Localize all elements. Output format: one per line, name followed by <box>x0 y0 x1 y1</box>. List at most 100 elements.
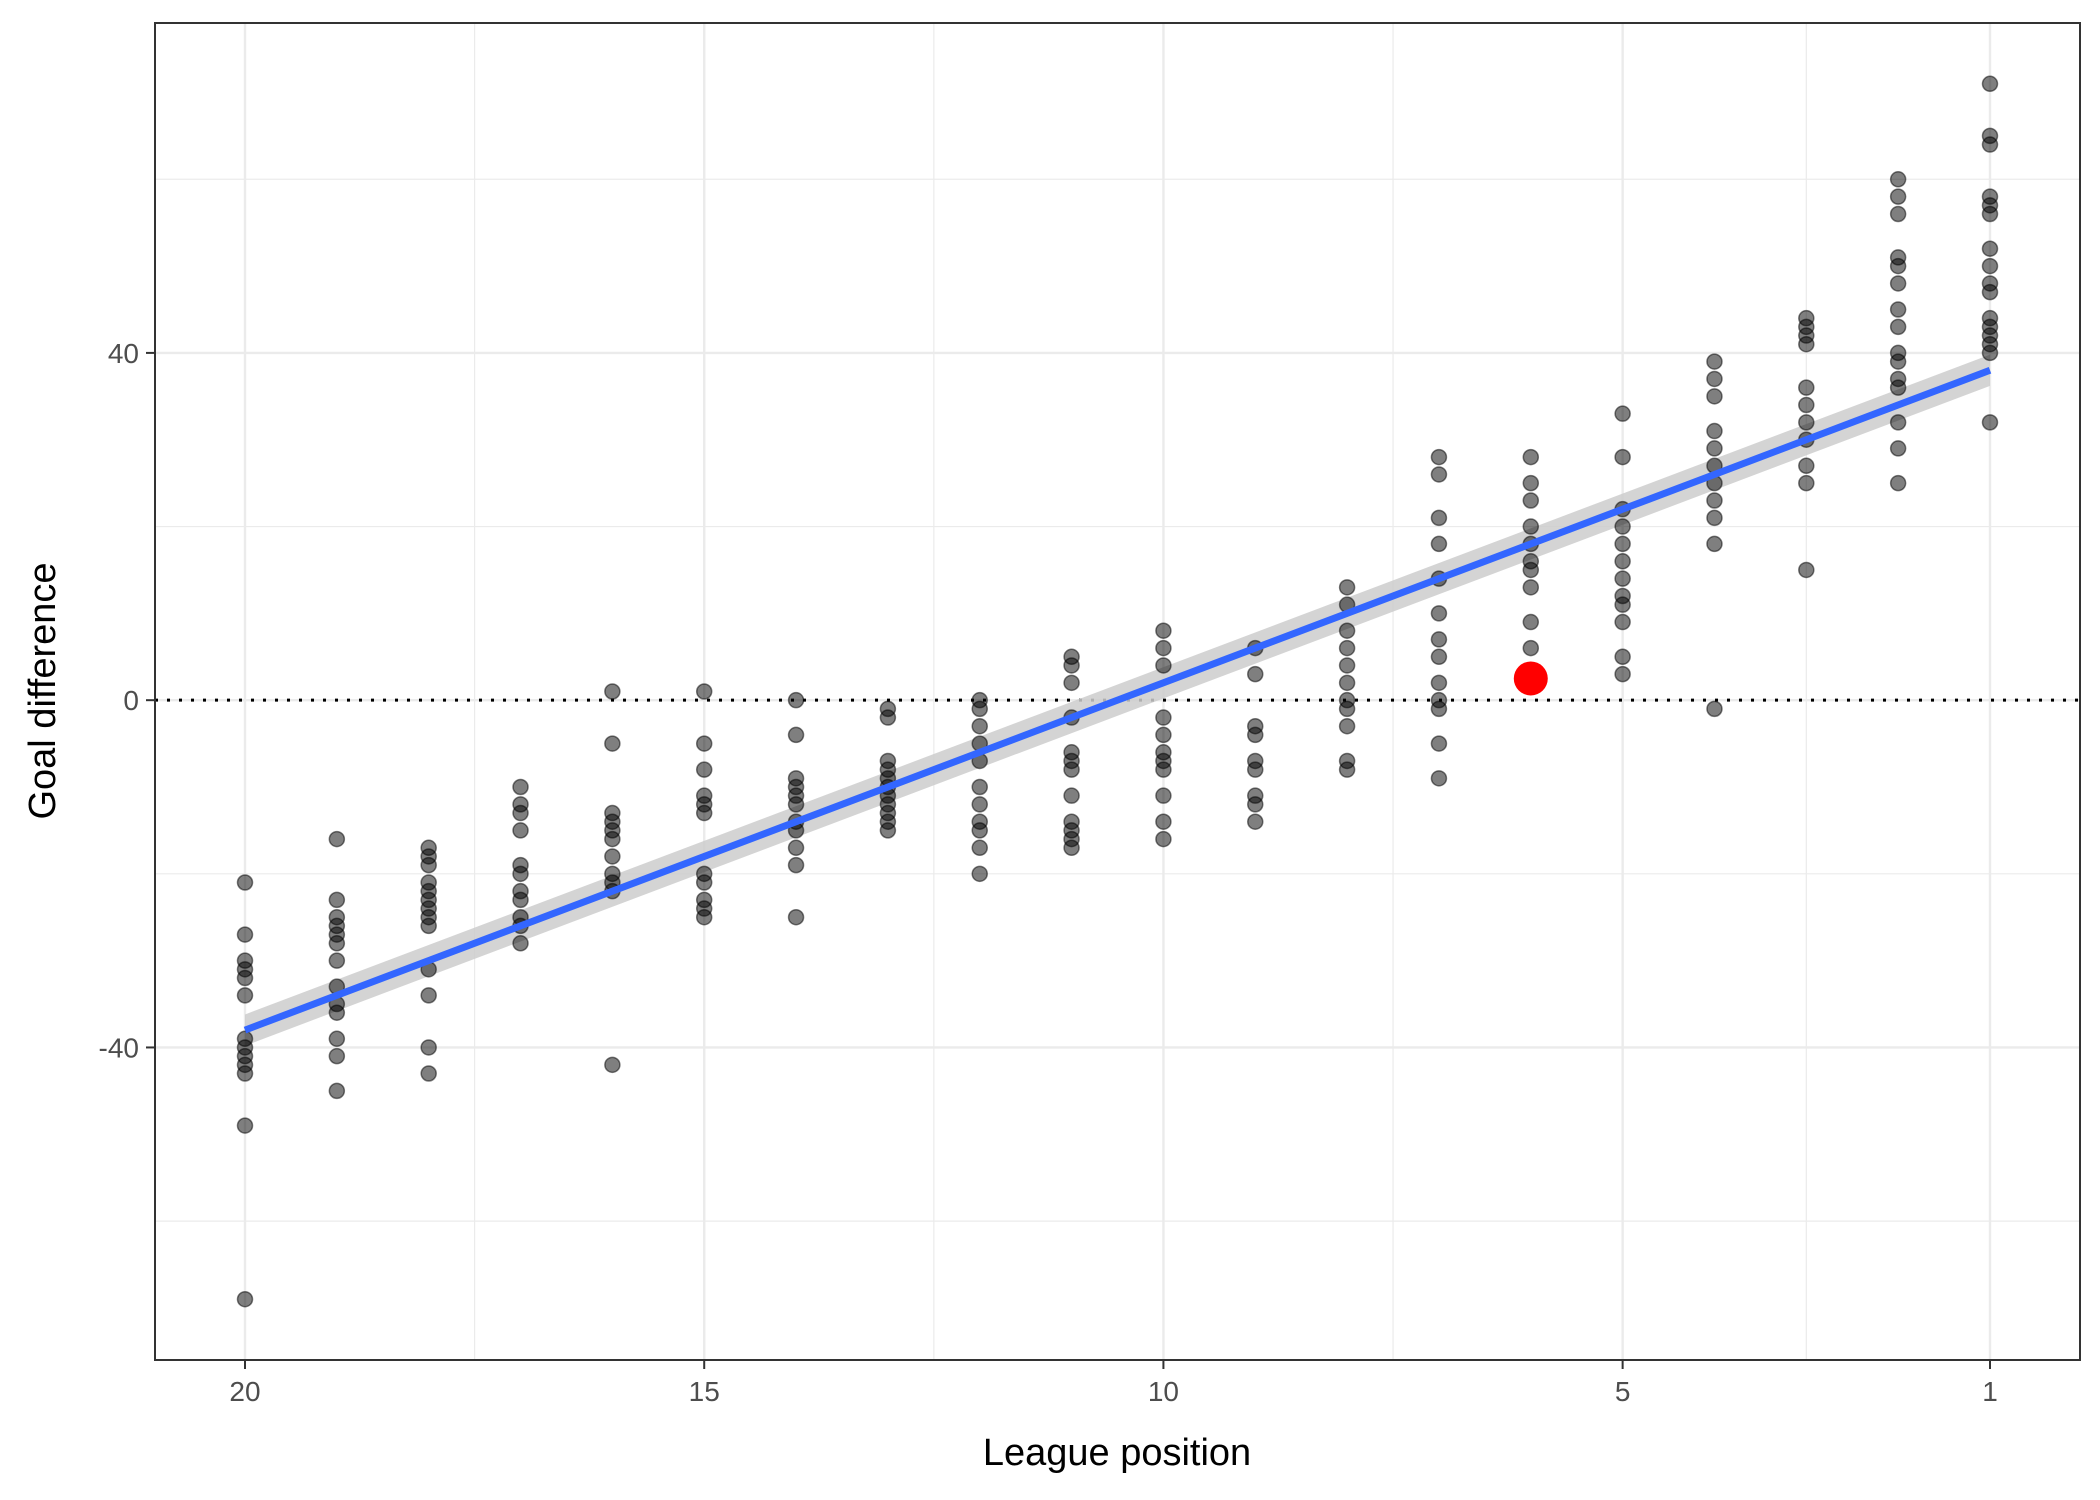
data-point <box>1981 136 1999 153</box>
data-point <box>328 830 346 848</box>
data-point <box>1522 492 1540 509</box>
data-point <box>1889 414 1907 431</box>
data-point <box>1798 414 1815 431</box>
data-point <box>1338 761 1356 778</box>
data-point <box>1522 448 1540 466</box>
data-point <box>1063 674 1080 692</box>
data-point <box>1889 353 1907 370</box>
data-point <box>1338 657 1356 674</box>
x-tick-label: 5 <box>1615 1376 1631 1407</box>
data-points <box>236 75 1999 1308</box>
data-point <box>328 1082 346 1100</box>
data-point <box>1155 709 1172 726</box>
data-point <box>1522 474 1540 492</box>
data-point <box>1155 830 1172 848</box>
data-point <box>1798 379 1815 396</box>
data-point <box>328 1047 346 1065</box>
data-point <box>1430 735 1448 752</box>
data-point <box>1063 839 1080 857</box>
data-point <box>1063 761 1080 778</box>
data-point <box>1430 674 1448 692</box>
grid-minor <box>155 23 2080 1360</box>
data-point <box>1614 570 1631 587</box>
data-point <box>1889 188 1907 205</box>
y-axis-title: Goal difference <box>22 562 64 819</box>
data-point <box>1798 396 1815 414</box>
data-point <box>1155 639 1172 657</box>
data-point <box>1981 257 1999 275</box>
data-point <box>1614 596 1631 613</box>
data-point <box>604 1056 621 1074</box>
y-tick-label: -40 <box>99 1032 139 1063</box>
data-point <box>1247 813 1264 830</box>
highlighted-point <box>1513 661 1548 696</box>
x-axis-title: League position <box>983 1432 1251 1474</box>
data-point <box>787 908 805 926</box>
x-tick-label: 15 <box>689 1376 720 1407</box>
data-point <box>1155 657 1172 674</box>
x-axis-ticks: 20 15 10 5 1 <box>229 1360 1998 1407</box>
data-point <box>328 891 346 909</box>
x-tick-label: 1 <box>1982 1376 1998 1407</box>
data-point <box>1981 205 1999 223</box>
data-point <box>971 700 988 718</box>
data-point <box>604 830 621 848</box>
data-point <box>1614 553 1631 570</box>
data-point <box>1155 787 1172 804</box>
data-point <box>1338 622 1356 639</box>
y-tick-label: 0 <box>123 685 139 716</box>
data-point <box>1798 457 1815 475</box>
data-point <box>1798 335 1815 353</box>
data-point <box>695 735 713 752</box>
data-point <box>1889 379 1907 396</box>
data-point <box>236 1117 254 1134</box>
data-point <box>1430 648 1448 666</box>
data-point <box>236 874 254 891</box>
data-point <box>695 804 713 822</box>
data-point <box>1430 448 1448 466</box>
data-point <box>1981 75 1999 93</box>
data-point <box>971 839 988 857</box>
data-point <box>879 709 897 726</box>
data-point <box>1522 579 1540 596</box>
data-point <box>787 691 805 709</box>
data-point <box>1614 613 1631 631</box>
data-point <box>1706 440 1723 457</box>
data-point <box>236 1290 254 1308</box>
data-point <box>420 856 437 874</box>
data-point <box>1798 561 1815 579</box>
data-point <box>1706 509 1723 527</box>
data-point <box>1981 344 1999 362</box>
data-point <box>1247 796 1264 813</box>
data-point <box>1706 422 1723 440</box>
data-point <box>695 683 713 700</box>
data-point <box>512 822 529 839</box>
data-point <box>604 683 621 700</box>
data-point <box>879 822 897 839</box>
data-point <box>1522 561 1540 579</box>
data-point <box>328 1004 346 1021</box>
data-point <box>236 926 254 943</box>
data-point <box>1522 518 1540 535</box>
data-point <box>1430 700 1448 718</box>
data-point <box>1430 535 1448 553</box>
data-point <box>1889 205 1907 223</box>
data-point <box>1706 535 1723 553</box>
data-point <box>1338 674 1356 692</box>
data-point <box>328 935 346 952</box>
data-point <box>328 952 346 969</box>
data-point <box>1155 622 1172 639</box>
data-point <box>1889 275 1907 292</box>
data-point <box>1614 535 1631 553</box>
x-tick-label: 20 <box>229 1376 260 1407</box>
data-point <box>695 908 713 926</box>
data-point <box>420 1039 437 1056</box>
data-point <box>512 935 529 952</box>
x-tick-label: 10 <box>1148 1376 1179 1407</box>
data-point <box>971 717 988 735</box>
data-point <box>420 917 437 935</box>
data-point <box>971 796 988 813</box>
data-point <box>512 891 529 909</box>
data-point <box>1981 414 1999 431</box>
data-point <box>1889 257 1907 275</box>
